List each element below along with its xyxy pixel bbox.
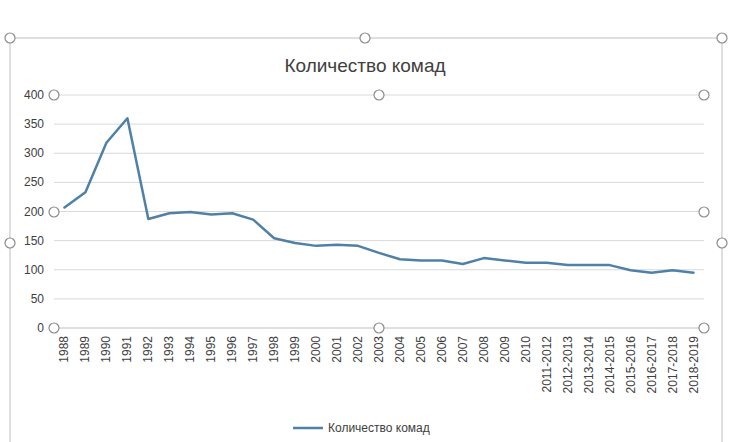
x-tick-label: 2017-2018 [666,336,680,394]
y-tick-label: 250 [24,175,44,189]
x-tick-label: 2012-2013 [561,336,575,394]
x-tick-label: 2006 [435,336,449,363]
selection-handle [374,90,384,100]
x-tick-label: 2011-2012 [540,336,554,393]
y-tick-label: 0 [37,321,44,335]
x-tick-label: 2004 [393,336,407,363]
grid-line [54,269,704,270]
selection-handle [699,323,709,333]
chart: Количество комад 0 50 100 150 200 250 300 350 400… [0,0,730,442]
y-tick-label: 50 [31,292,45,306]
grid-line [54,211,704,212]
selection-handle [717,238,727,248]
x-tick-label: 1995 [204,336,218,363]
selection-handle [5,33,15,43]
selection-handle [49,323,59,333]
x-tick-label: 1989 [78,336,92,363]
x-tick-label: 1988 [57,336,71,363]
x-tick-label: 2014-2015 [603,336,617,394]
x-tick-label: 2007 [456,336,470,363]
grid-line [54,240,704,241]
y-tick-label: 150 [24,234,44,248]
y-tick-label: 300 [24,146,44,160]
title: Количество комад [284,55,445,76]
x-tick-label: 2010 [519,336,533,363]
x-tick-label: 2013-2014 [582,336,596,394]
legend-swatch [293,427,323,430]
chart-frame [10,38,722,442]
selection-handle [49,90,59,100]
x-tick-label: 1996 [225,336,239,363]
x-tick-label: 2009 [498,336,512,363]
x-tick-label: 1992 [141,336,155,363]
x-tick-label: 2000 [309,336,323,363]
selection-handle [360,33,370,43]
grid-line [54,124,704,125]
x-tick-label: 1991 [120,336,134,363]
y-tick-label: 200 [24,205,44,219]
x-tick-label: 1990 [99,336,113,363]
x-tick-label: 2001 [330,336,344,363]
x-tick-label: 1994 [183,336,197,363]
y-tick-label: 350 [24,117,44,131]
grid-line [54,182,704,183]
x-tick-label: 2005 [414,336,428,363]
series-line [64,118,693,272]
y-tick-label: 400 [24,88,44,102]
x-tick-label: 2015-2016 [624,336,638,394]
x-tick-label: 2016-2017 [645,336,659,394]
selection-handle [49,207,59,217]
selection-handle [699,90,709,100]
selection-handle [5,238,15,248]
x-tick-label: 2008 [477,336,491,363]
x-tick-label: 2002 [351,336,365,363]
selection-handle [717,33,727,43]
x-tick-label: 1999 [288,336,302,363]
x-tick-label: 2003 [372,336,386,363]
x-tick-label: 1998 [267,336,281,363]
plot [64,118,693,272]
y-tick-label: 100 [24,263,44,277]
legend-label: Количество комад [328,421,430,435]
selection-handle [699,207,709,217]
grid-line [54,153,704,154]
selection-handle [374,323,384,333]
x-tick-label: 1993 [162,336,176,363]
x-tick-label: 1997 [246,336,260,363]
x-tick-label: 2018-2019 [687,336,701,394]
grid-line [54,298,704,299]
